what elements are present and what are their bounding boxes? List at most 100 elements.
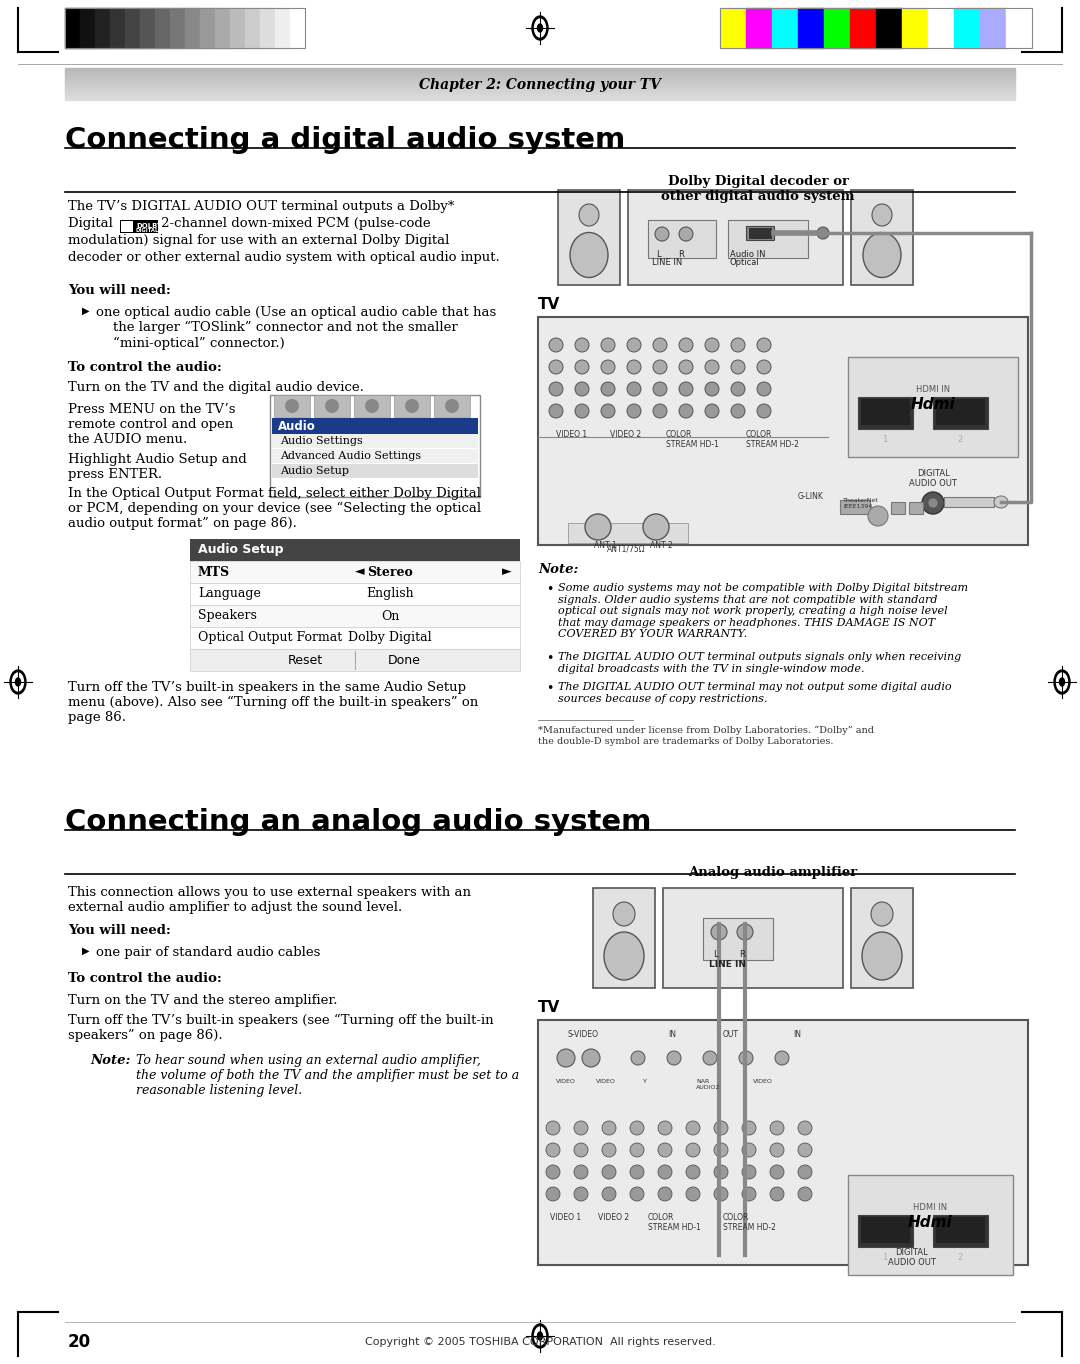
Bar xyxy=(230,8,245,48)
Text: Stereo: Stereo xyxy=(367,566,413,578)
Ellipse shape xyxy=(445,400,459,413)
Text: You will need:: You will need: xyxy=(68,923,171,937)
Text: Press MENU on the TV’s
remote control and open
the AUDIO menu.: Press MENU on the TV’s remote control an… xyxy=(68,402,235,446)
Bar xyxy=(190,561,519,582)
Text: VIDEO 1: VIDEO 1 xyxy=(550,1213,581,1222)
Ellipse shape xyxy=(1054,670,1070,694)
Ellipse shape xyxy=(546,1143,561,1157)
Text: Audio Setup: Audio Setup xyxy=(198,543,283,557)
Bar xyxy=(593,888,654,988)
Bar xyxy=(65,8,80,48)
Ellipse shape xyxy=(630,1143,644,1157)
Bar xyxy=(190,606,519,627)
Text: ▶: ▶ xyxy=(82,947,90,956)
Ellipse shape xyxy=(770,1187,784,1200)
Ellipse shape xyxy=(630,1187,644,1200)
Ellipse shape xyxy=(922,492,944,514)
Text: S-VIDEO: S-VIDEO xyxy=(568,1030,599,1039)
Text: The TV’s DIGITAL AUDIO OUT terminal outputs a Dolby*: The TV’s DIGITAL AUDIO OUT terminal outp… xyxy=(68,201,455,213)
Text: COLOR
STREAM HD-1: COLOR STREAM HD-1 xyxy=(648,1213,701,1233)
Bar xyxy=(120,220,158,233)
Text: Turn off the TV’s built-in speakers (see “Turning off the built-in
speakers” on : Turn off the TV’s built-in speakers (see… xyxy=(68,1013,494,1042)
Ellipse shape xyxy=(862,932,902,979)
Text: Advanced Audio Settings: Advanced Audio Settings xyxy=(280,451,421,461)
Ellipse shape xyxy=(757,360,771,374)
Bar xyxy=(858,397,913,430)
Ellipse shape xyxy=(870,902,893,926)
Bar xyxy=(354,396,390,417)
Bar xyxy=(648,220,716,258)
Bar xyxy=(798,8,824,48)
Text: 2: 2 xyxy=(957,435,962,445)
Ellipse shape xyxy=(714,1165,728,1178)
Bar xyxy=(215,8,230,48)
Ellipse shape xyxy=(627,338,642,352)
Ellipse shape xyxy=(602,1165,616,1178)
Ellipse shape xyxy=(658,1165,672,1178)
Ellipse shape xyxy=(770,1121,784,1135)
Bar xyxy=(272,434,478,447)
Text: To control the audio:: To control the audio: xyxy=(68,361,221,374)
Text: Digital       or 2-channel down-mixed PCM (pulse-code: Digital or 2-channel down-mixed PCM (pul… xyxy=(68,217,431,231)
Bar xyxy=(703,918,773,960)
Bar xyxy=(140,8,156,48)
Text: Some audio systems may not be compatible with Dolby Digital bitstream
signals. O: Some audio systems may not be compatible… xyxy=(558,582,968,640)
Text: Dolby Digital: Dolby Digital xyxy=(348,632,432,645)
Ellipse shape xyxy=(532,1324,548,1348)
Bar xyxy=(980,8,1005,48)
Bar xyxy=(185,8,200,48)
Ellipse shape xyxy=(585,514,611,540)
Bar xyxy=(190,539,519,561)
Text: Y: Y xyxy=(643,1079,647,1084)
Bar xyxy=(840,501,870,514)
Bar xyxy=(272,417,478,434)
Ellipse shape xyxy=(546,1187,561,1200)
Text: Hdmi: Hdmi xyxy=(910,397,956,412)
Ellipse shape xyxy=(928,498,939,507)
Ellipse shape xyxy=(742,1187,756,1200)
Bar xyxy=(850,8,876,48)
Ellipse shape xyxy=(535,19,545,37)
Text: To control the audio:: To control the audio: xyxy=(68,973,221,985)
Ellipse shape xyxy=(679,338,693,352)
Text: ANT1/75Ω: ANT1/75Ω xyxy=(607,546,646,554)
Text: VIDEO: VIDEO xyxy=(556,1079,576,1084)
Ellipse shape xyxy=(546,1165,561,1178)
Bar xyxy=(272,449,478,462)
Ellipse shape xyxy=(731,360,745,374)
Ellipse shape xyxy=(775,1052,789,1065)
Ellipse shape xyxy=(686,1165,700,1178)
Text: •: • xyxy=(546,582,553,596)
Ellipse shape xyxy=(770,1143,784,1157)
Text: You will need:: You will need: xyxy=(68,284,171,297)
Ellipse shape xyxy=(770,1165,784,1178)
Ellipse shape xyxy=(705,338,719,352)
Text: ◄: ◄ xyxy=(355,566,365,578)
Text: 1: 1 xyxy=(882,435,888,445)
Bar xyxy=(260,8,275,48)
Ellipse shape xyxy=(667,1052,681,1065)
Text: OUT: OUT xyxy=(723,1030,739,1039)
Bar xyxy=(750,228,771,237)
Text: HDMI IN: HDMI IN xyxy=(913,1203,947,1213)
Text: VIDEO: VIDEO xyxy=(753,1079,773,1084)
Ellipse shape xyxy=(653,382,667,396)
Text: NAR
AUDIO2: NAR AUDIO2 xyxy=(696,1079,720,1090)
Ellipse shape xyxy=(557,1049,575,1067)
Bar xyxy=(121,221,133,232)
Ellipse shape xyxy=(535,1327,545,1345)
Text: LINE IN: LINE IN xyxy=(708,960,746,968)
Text: DIGITAL: DIGITAL xyxy=(136,229,160,233)
Ellipse shape xyxy=(658,1121,672,1135)
Ellipse shape xyxy=(573,1187,588,1200)
Ellipse shape xyxy=(714,1187,728,1200)
Bar xyxy=(851,190,913,285)
Ellipse shape xyxy=(714,1121,728,1135)
Ellipse shape xyxy=(737,923,753,940)
Ellipse shape xyxy=(705,360,719,374)
Bar xyxy=(434,396,470,417)
Text: L: L xyxy=(656,250,661,259)
Bar xyxy=(851,888,913,988)
Bar xyxy=(848,357,1018,457)
Text: Turn on the TV and the stereo amplifier.: Turn on the TV and the stereo amplifier. xyxy=(68,994,337,1007)
